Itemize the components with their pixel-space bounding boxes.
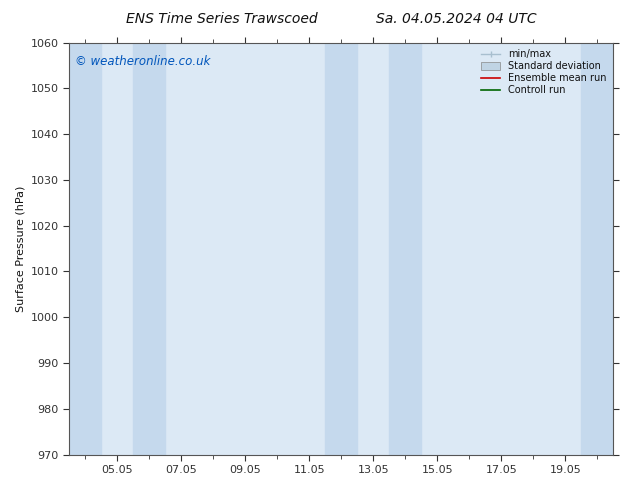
Bar	[69, 43, 101, 455]
Text: Sa. 04.05.2024 04 UTC: Sa. 04.05.2024 04 UTC	[376, 12, 537, 26]
Bar	[581, 43, 614, 455]
Text: ENS Time Series Trawscoed: ENS Time Series Trawscoed	[126, 12, 318, 26]
Y-axis label: Surface Pressure (hPa): Surface Pressure (hPa)	[15, 185, 25, 312]
Bar	[389, 43, 422, 455]
Bar	[325, 43, 358, 455]
Text: © weatheronline.co.uk: © weatheronline.co.uk	[75, 55, 210, 68]
Legend: min/max, Standard deviation, Ensemble mean run, Controll run: min/max, Standard deviation, Ensemble me…	[479, 48, 609, 97]
Bar	[133, 43, 165, 455]
